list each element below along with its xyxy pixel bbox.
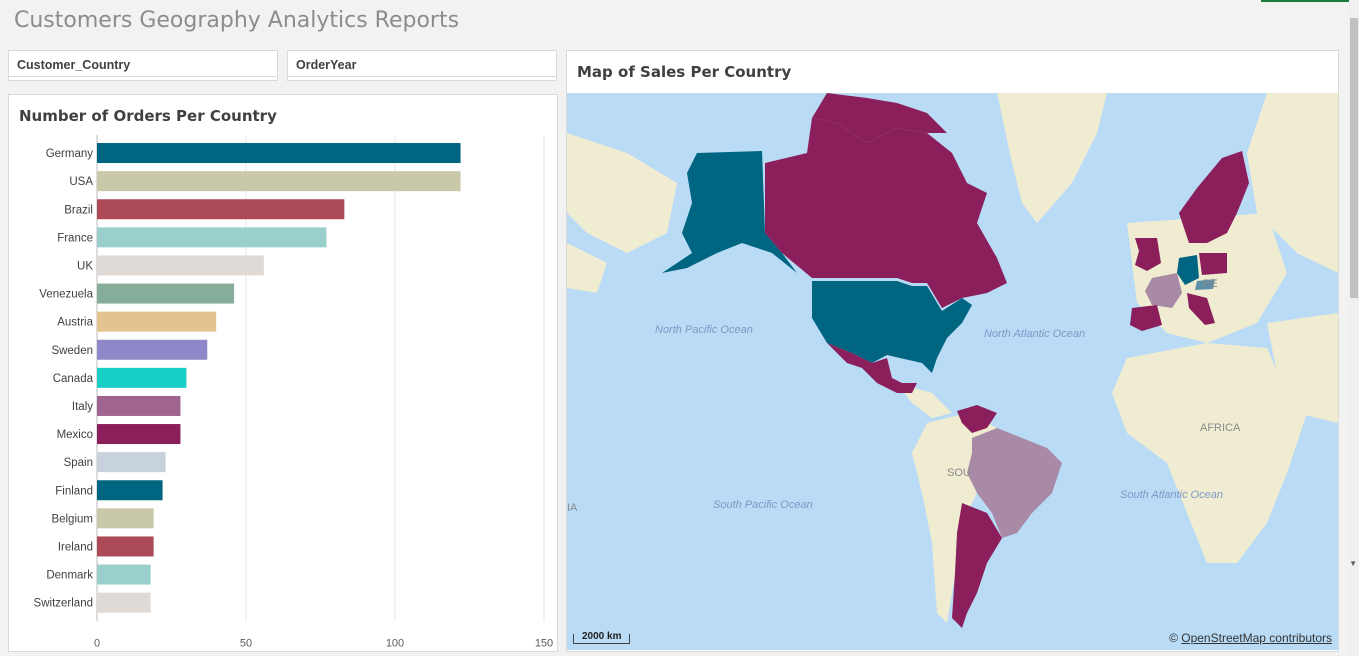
ocean-label: South Pacific Ocean (713, 499, 813, 511)
top-accent-bar (1261, 0, 1359, 2)
bar[interactable] (97, 592, 151, 613)
category-label: Canada (53, 373, 94, 385)
bar[interactable] (97, 395, 181, 416)
filter-customer-country[interactable]: Customer_Country (8, 50, 278, 81)
bar[interactable] (97, 508, 154, 529)
category-label: Spain (64, 457, 93, 469)
country-germany[interactable] (1177, 255, 1199, 285)
country-poland-region[interactable] (1199, 253, 1227, 275)
category-label: Finland (55, 485, 93, 497)
bar[interactable] (97, 424, 181, 445)
country-austria[interactable] (1195, 279, 1215, 290)
country-italy[interactable] (1187, 293, 1215, 325)
bar[interactable] (97, 536, 154, 557)
category-label: France (57, 232, 93, 244)
region-label: PE (1203, 278, 1218, 290)
ocean-label: North Pacific Ocean (655, 324, 753, 336)
region-label: SOU (947, 467, 971, 479)
country-argentina[interactable] (952, 503, 1002, 628)
bar[interactable] (97, 564, 151, 585)
bar[interactable] (97, 367, 187, 388)
land-greenland (997, 93, 1107, 223)
country-mexico[interactable] (827, 343, 917, 393)
country-canada-islands[interactable] (812, 93, 947, 143)
bar[interactable] (97, 199, 345, 220)
land-europe (1127, 213, 1287, 343)
category-label: Italy (72, 401, 93, 413)
land-africa (1112, 343, 1307, 563)
country-usa[interactable] (812, 281, 972, 373)
ocean-label: North Atlantic Ocean (984, 328, 1085, 340)
country-uk-ireland[interactable] (1135, 238, 1161, 271)
bar[interactable] (97, 171, 461, 192)
world-map[interactable]: North Pacific Ocean North Atlantic Ocean… (567, 93, 1338, 650)
x-tick-label: 150 (535, 638, 553, 650)
page-scrollbar[interactable]: ▼ (1349, 0, 1359, 656)
category-label: Germany (46, 148, 94, 160)
map-panel[interactable]: Map of Sales Per Country (566, 50, 1339, 652)
category-label: Mexico (57, 429, 93, 441)
category-label: Belgium (51, 513, 93, 525)
x-tick-label: 100 (386, 638, 404, 650)
bar[interactable] (97, 227, 327, 248)
category-label: Ireland (58, 541, 93, 553)
country-scandinavia[interactable] (1179, 151, 1249, 243)
attribution-prefix: © (1169, 631, 1178, 645)
bar-chart[interactable]: 0 50 100 150 Germany USA Brazil France UK Venezue… (9, 95, 557, 651)
bar-chart-panel[interactable]: Number of Orders Per Country 0 50 100 150 Ge… (8, 94, 558, 652)
bar[interactable] (97, 255, 264, 276)
map-canvas[interactable]: North Pacific Ocean North Atlantic Ocean… (567, 93, 1338, 650)
attribution-link[interactable]: OpenStreetMap contributors (1181, 631, 1332, 645)
bar[interactable] (97, 480, 163, 501)
filter-underline (9, 76, 277, 77)
map-attribution: © OpenStreetMap contributors (1169, 631, 1332, 645)
country-canada[interactable] (765, 118, 1007, 308)
category-label: Brazil (64, 204, 93, 216)
filter-order-year[interactable]: OrderYear (287, 50, 557, 81)
country-spain-portugal[interactable] (1130, 305, 1162, 331)
land-middle-east (1267, 313, 1338, 423)
land-chukotka (567, 243, 607, 293)
bar[interactable] (97, 283, 235, 304)
x-tick-label: 50 (240, 638, 252, 650)
scroll-down-arrow-icon[interactable]: ▼ (1349, 559, 1357, 568)
land-asia-east (1247, 93, 1338, 273)
country-venezuela[interactable] (957, 405, 997, 433)
category-label: UK (77, 260, 93, 272)
bar[interactable] (97, 311, 217, 332)
panel-title: Number of Orders Per Country (19, 107, 277, 125)
bar[interactable] (97, 339, 208, 360)
category-label: USA (69, 176, 93, 188)
filter-underline (288, 76, 556, 77)
category-label: Denmark (46, 570, 93, 582)
bar[interactable] (97, 452, 166, 473)
region-label: AFRICA (1200, 422, 1241, 434)
category-label: Austria (57, 317, 93, 329)
category-label: Sweden (51, 345, 93, 357)
scrollbar-thumb[interactable] (1350, 18, 1358, 298)
map-scalebar: 2000 km (573, 632, 631, 644)
app-title: Customers Geography Analytics Reports (14, 8, 460, 33)
category-label: Venezuela (39, 289, 93, 301)
ocean-label: South Atlantic Ocean (1120, 489, 1223, 501)
bar[interactable] (97, 143, 461, 164)
land-siberia (567, 133, 677, 253)
region-label: IA (567, 502, 578, 514)
panel-title: Map of Sales Per Country (577, 63, 792, 81)
filter-label: Customer_Country (17, 58, 131, 72)
country-brazil[interactable] (967, 428, 1062, 538)
x-tick-label: 0 (94, 638, 100, 650)
country-alaska[interactable] (662, 151, 797, 273)
category-label: Switzerland (34, 598, 93, 610)
filter-label: OrderYear (296, 58, 357, 72)
country-france[interactable] (1145, 273, 1182, 308)
